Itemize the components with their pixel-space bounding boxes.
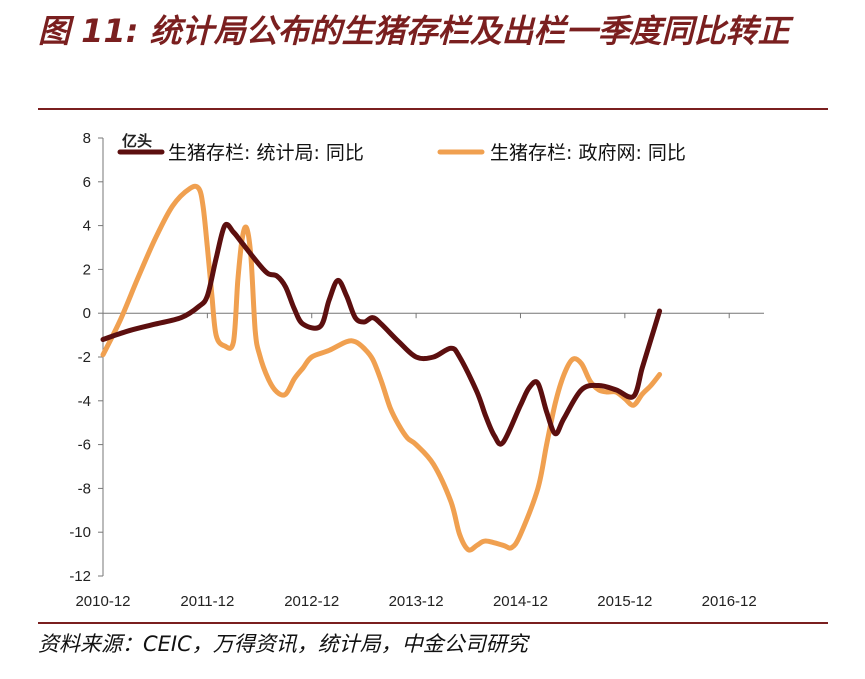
y-tick-label: -4 bbox=[78, 393, 91, 410]
x-tick-label: 2014-12 bbox=[493, 593, 548, 610]
legend-label-1: 生猪存栏: 统计局: 同比 bbox=[168, 142, 364, 164]
y-tick-label: -12 bbox=[69, 568, 91, 585]
chart-legend: 生猪存栏: 统计局: 同比 生猪存栏: 政府网: 同比 bbox=[117, 142, 686, 164]
y-tick-label: 0 bbox=[83, 305, 91, 322]
x-tick-label: 2016-12 bbox=[702, 593, 757, 610]
y-tick-label: 6 bbox=[83, 174, 91, 191]
chart-series bbox=[100, 183, 663, 553]
series-line-2 bbox=[100, 183, 663, 553]
title-divider bbox=[38, 108, 828, 110]
legend-label-2: 生猪存栏: 政府网: 同比 bbox=[490, 142, 686, 164]
x-tick-label: 2013-12 bbox=[389, 593, 444, 610]
y-tick-label: -8 bbox=[78, 480, 91, 497]
y-tick-label: 4 bbox=[83, 218, 91, 235]
x-tick-label: 2011-12 bbox=[180, 593, 234, 610]
y-tick-label: 8 bbox=[83, 130, 91, 147]
x-tick-label: 2012-12 bbox=[284, 593, 339, 610]
source-note: 资料来源：CEIC，万得资讯，统计局，中金公司研究 bbox=[38, 632, 528, 656]
y-tick-label: -6 bbox=[78, 437, 91, 454]
y-tick-label: 2 bbox=[83, 261, 91, 278]
page-title: 图 11: 统计局公布的生猪存栏及出栏一季度同比转正 bbox=[38, 12, 790, 50]
footer-divider bbox=[38, 622, 828, 624]
y-tick-label: -10 bbox=[69, 524, 91, 541]
y-tick-label: -2 bbox=[78, 349, 91, 366]
y-unit-label: 亿头 bbox=[122, 132, 152, 150]
x-tick-label: 2010-12 bbox=[75, 593, 130, 610]
series-line-1 bbox=[100, 221, 663, 447]
x-tick-label: 2015-12 bbox=[597, 593, 652, 610]
